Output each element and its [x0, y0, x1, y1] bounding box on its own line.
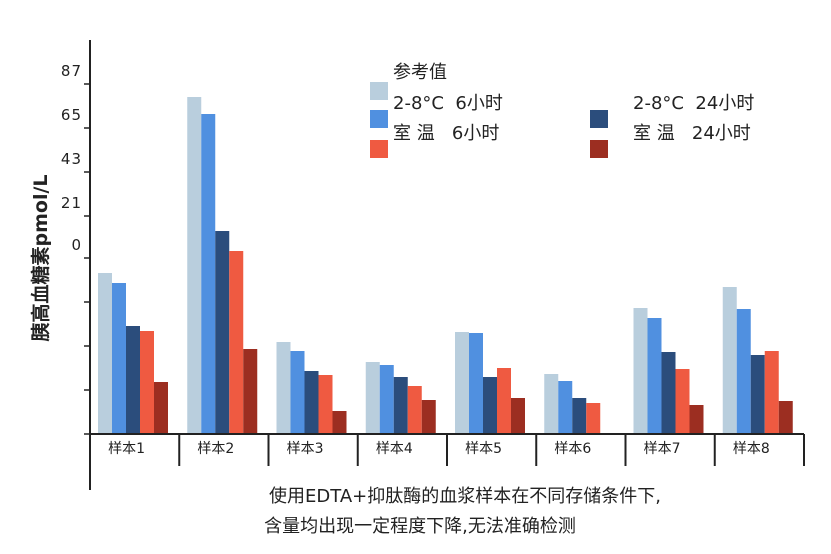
bar-1-样本5	[455, 332, 469, 434]
bar-3-样本5	[483, 377, 497, 434]
bar-3-样本1	[126, 326, 140, 434]
legend-swatch	[370, 140, 388, 158]
bar-1-样本3	[276, 342, 291, 434]
bar-4-样本1	[140, 331, 154, 434]
legend-swatch	[370, 110, 388, 128]
bar-2-样本2	[201, 114, 216, 434]
y-tick-label: 65	[61, 106, 82, 124]
bar-5-样本4	[421, 400, 436, 434]
bar-1-样本4	[365, 362, 380, 434]
y-tick-label: 0	[71, 236, 82, 254]
legend-label: 2-8°C 24小时	[633, 93, 754, 114]
x-tick-label: 样本2	[197, 441, 234, 457]
x-tick-label: 样本5	[465, 441, 502, 457]
bar-5-样本7	[689, 405, 704, 434]
bar-2-样本8	[736, 309, 751, 434]
bar-4-样本2	[229, 251, 244, 434]
bar-5-样本5	[511, 398, 525, 434]
bar-5-样本1	[154, 382, 168, 434]
bar-1-样本2	[187, 97, 202, 434]
bar-4-样本8	[764, 351, 779, 434]
legend-swatch	[590, 140, 608, 158]
bar-2-样本6	[558, 381, 573, 434]
x-tick-label: 样本3	[287, 441, 324, 457]
legend-swatch	[370, 82, 388, 100]
x-tick-label: 样本6	[554, 441, 591, 457]
bar-1-样本7	[633, 308, 648, 434]
bar-1-样本6	[544, 374, 559, 434]
bar-2-样本3	[290, 351, 305, 434]
y-tick-label: 21	[61, 194, 82, 212]
bar-3-样本3	[304, 371, 319, 434]
axes-layer: 87 65 43 21 0 样本1 样本2 样本3 样本4 样本5 样本6 样本7 样本8	[61, 40, 805, 490]
bar-4-样本3	[318, 375, 333, 434]
bar-4-样本5	[497, 368, 511, 434]
bar-2-样本1	[112, 283, 126, 434]
bar-3-样本2	[215, 231, 230, 434]
bar-2-样本7	[647, 318, 662, 434]
y-axis-title: 胰高血糖素pmol/L	[29, 174, 52, 342]
bar-5-样本3	[332, 411, 347, 434]
caption-line-1: 使用EDTA+抑肽酶的血浆样本在不同存储条件下,	[269, 486, 661, 507]
bar-3-样本6	[572, 398, 587, 434]
caption-line-2: 含量均出现一定程度下降,无法准确检测	[264, 516, 576, 537]
x-tick-label: 样本8	[733, 441, 770, 457]
bar-5-样本2	[243, 349, 258, 434]
legend-label: 2-8°C 6小时	[393, 93, 503, 114]
bar-5-样本8	[778, 401, 793, 434]
bar-3-样本8	[750, 355, 765, 434]
legend-swatch	[590, 110, 608, 128]
bar-3-样本7	[661, 352, 676, 434]
bars-layer	[98, 97, 793, 434]
x-tick-label: 样本1	[108, 441, 145, 457]
y-tick-label: 87	[61, 62, 82, 80]
bar-2-样本5	[469, 333, 483, 434]
bar-4-样本4	[407, 386, 422, 434]
bar-3-样本4	[393, 377, 408, 434]
x-tick-label: 样本4	[376, 441, 413, 457]
bar-2-样本4	[379, 365, 394, 434]
legend-label: 参考值	[393, 62, 447, 83]
x-tick-label: 样本7	[644, 441, 681, 457]
legend-label: 室 温 6小时	[393, 123, 499, 144]
bar-1-样本1	[98, 273, 112, 434]
bar-4-样本7	[675, 369, 690, 434]
bar-1-样本8	[722, 287, 737, 434]
legend-label: 室 温 24小时	[633, 123, 751, 144]
y-tick-label: 43	[61, 150, 82, 168]
bar-4-样本6	[586, 403, 601, 434]
